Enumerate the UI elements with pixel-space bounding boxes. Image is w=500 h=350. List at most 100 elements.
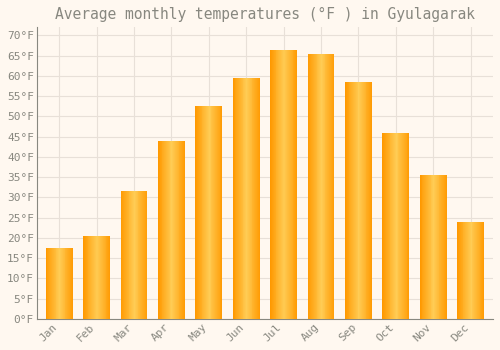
Bar [174,141,175,319]
Bar [177,141,178,319]
Bar [209,106,210,319]
Bar [232,78,234,319]
Bar [428,175,430,319]
Bar [402,133,403,319]
Bar [158,141,159,319]
Bar [351,82,352,319]
Bar [212,106,214,319]
Bar [388,133,390,319]
Bar [386,133,387,319]
Bar [252,78,254,319]
Bar [175,141,176,319]
Bar [256,78,257,319]
Bar [206,106,207,319]
Bar [480,222,482,319]
Bar [443,175,444,319]
Bar [184,141,185,319]
Bar [406,133,408,319]
Title: Average monthly temperatures (°F ) in Gyulagarak: Average monthly temperatures (°F ) in Gy… [55,7,475,22]
Bar [356,82,358,319]
Bar [123,191,124,319]
Bar [69,248,70,319]
Bar [460,222,462,319]
Bar [363,82,364,319]
Bar [466,222,467,319]
Bar [108,236,109,319]
Bar [276,50,278,319]
Bar [167,141,168,319]
Bar [220,106,222,319]
Bar [404,133,405,319]
Bar [130,191,132,319]
Bar [434,175,435,319]
Bar [59,248,60,319]
Bar [199,106,200,319]
Bar [483,222,484,319]
Bar [475,222,476,319]
Bar [370,82,371,319]
Bar [313,54,314,319]
Bar [58,248,59,319]
Bar [132,191,133,319]
Bar [467,222,468,319]
Bar [468,222,469,319]
Bar [403,133,404,319]
Bar [214,106,215,319]
Bar [183,141,184,319]
Bar [53,248,54,319]
Bar [385,133,386,319]
Bar [310,54,311,319]
Bar [272,50,273,319]
Bar [350,82,351,319]
Bar [288,50,289,319]
Bar [437,175,438,319]
Bar [394,133,395,319]
Bar [86,236,88,319]
Bar [100,236,101,319]
Bar [134,191,135,319]
Bar [101,236,102,319]
Bar [242,78,244,319]
Bar [159,141,160,319]
Bar [393,133,394,319]
Bar [136,191,138,319]
Bar [469,222,470,319]
Bar [358,82,360,319]
Bar [66,248,67,319]
Bar [143,191,144,319]
Bar [248,78,249,319]
Bar [208,106,209,319]
Bar [426,175,427,319]
Bar [238,78,239,319]
Bar [198,106,199,319]
Bar [246,78,247,319]
Bar [287,50,288,319]
Bar [424,175,425,319]
Bar [54,248,56,319]
Bar [103,236,104,319]
Bar [140,191,141,319]
Bar [125,191,126,319]
Bar [122,191,123,319]
Bar [368,82,369,319]
Bar [278,50,279,319]
Bar [464,222,465,319]
Bar [133,191,134,319]
Bar [67,248,68,319]
Bar [255,78,256,319]
Bar [104,236,106,319]
Bar [290,50,291,319]
Bar [50,248,51,319]
Bar [312,54,313,319]
Bar [218,106,220,319]
Bar [96,236,98,319]
Bar [405,133,406,319]
Bar [371,82,372,319]
Bar [392,133,393,319]
Bar [94,236,95,319]
Bar [314,54,316,319]
Bar [291,50,292,319]
Bar [476,222,477,319]
Bar [361,82,362,319]
Bar [470,222,472,319]
